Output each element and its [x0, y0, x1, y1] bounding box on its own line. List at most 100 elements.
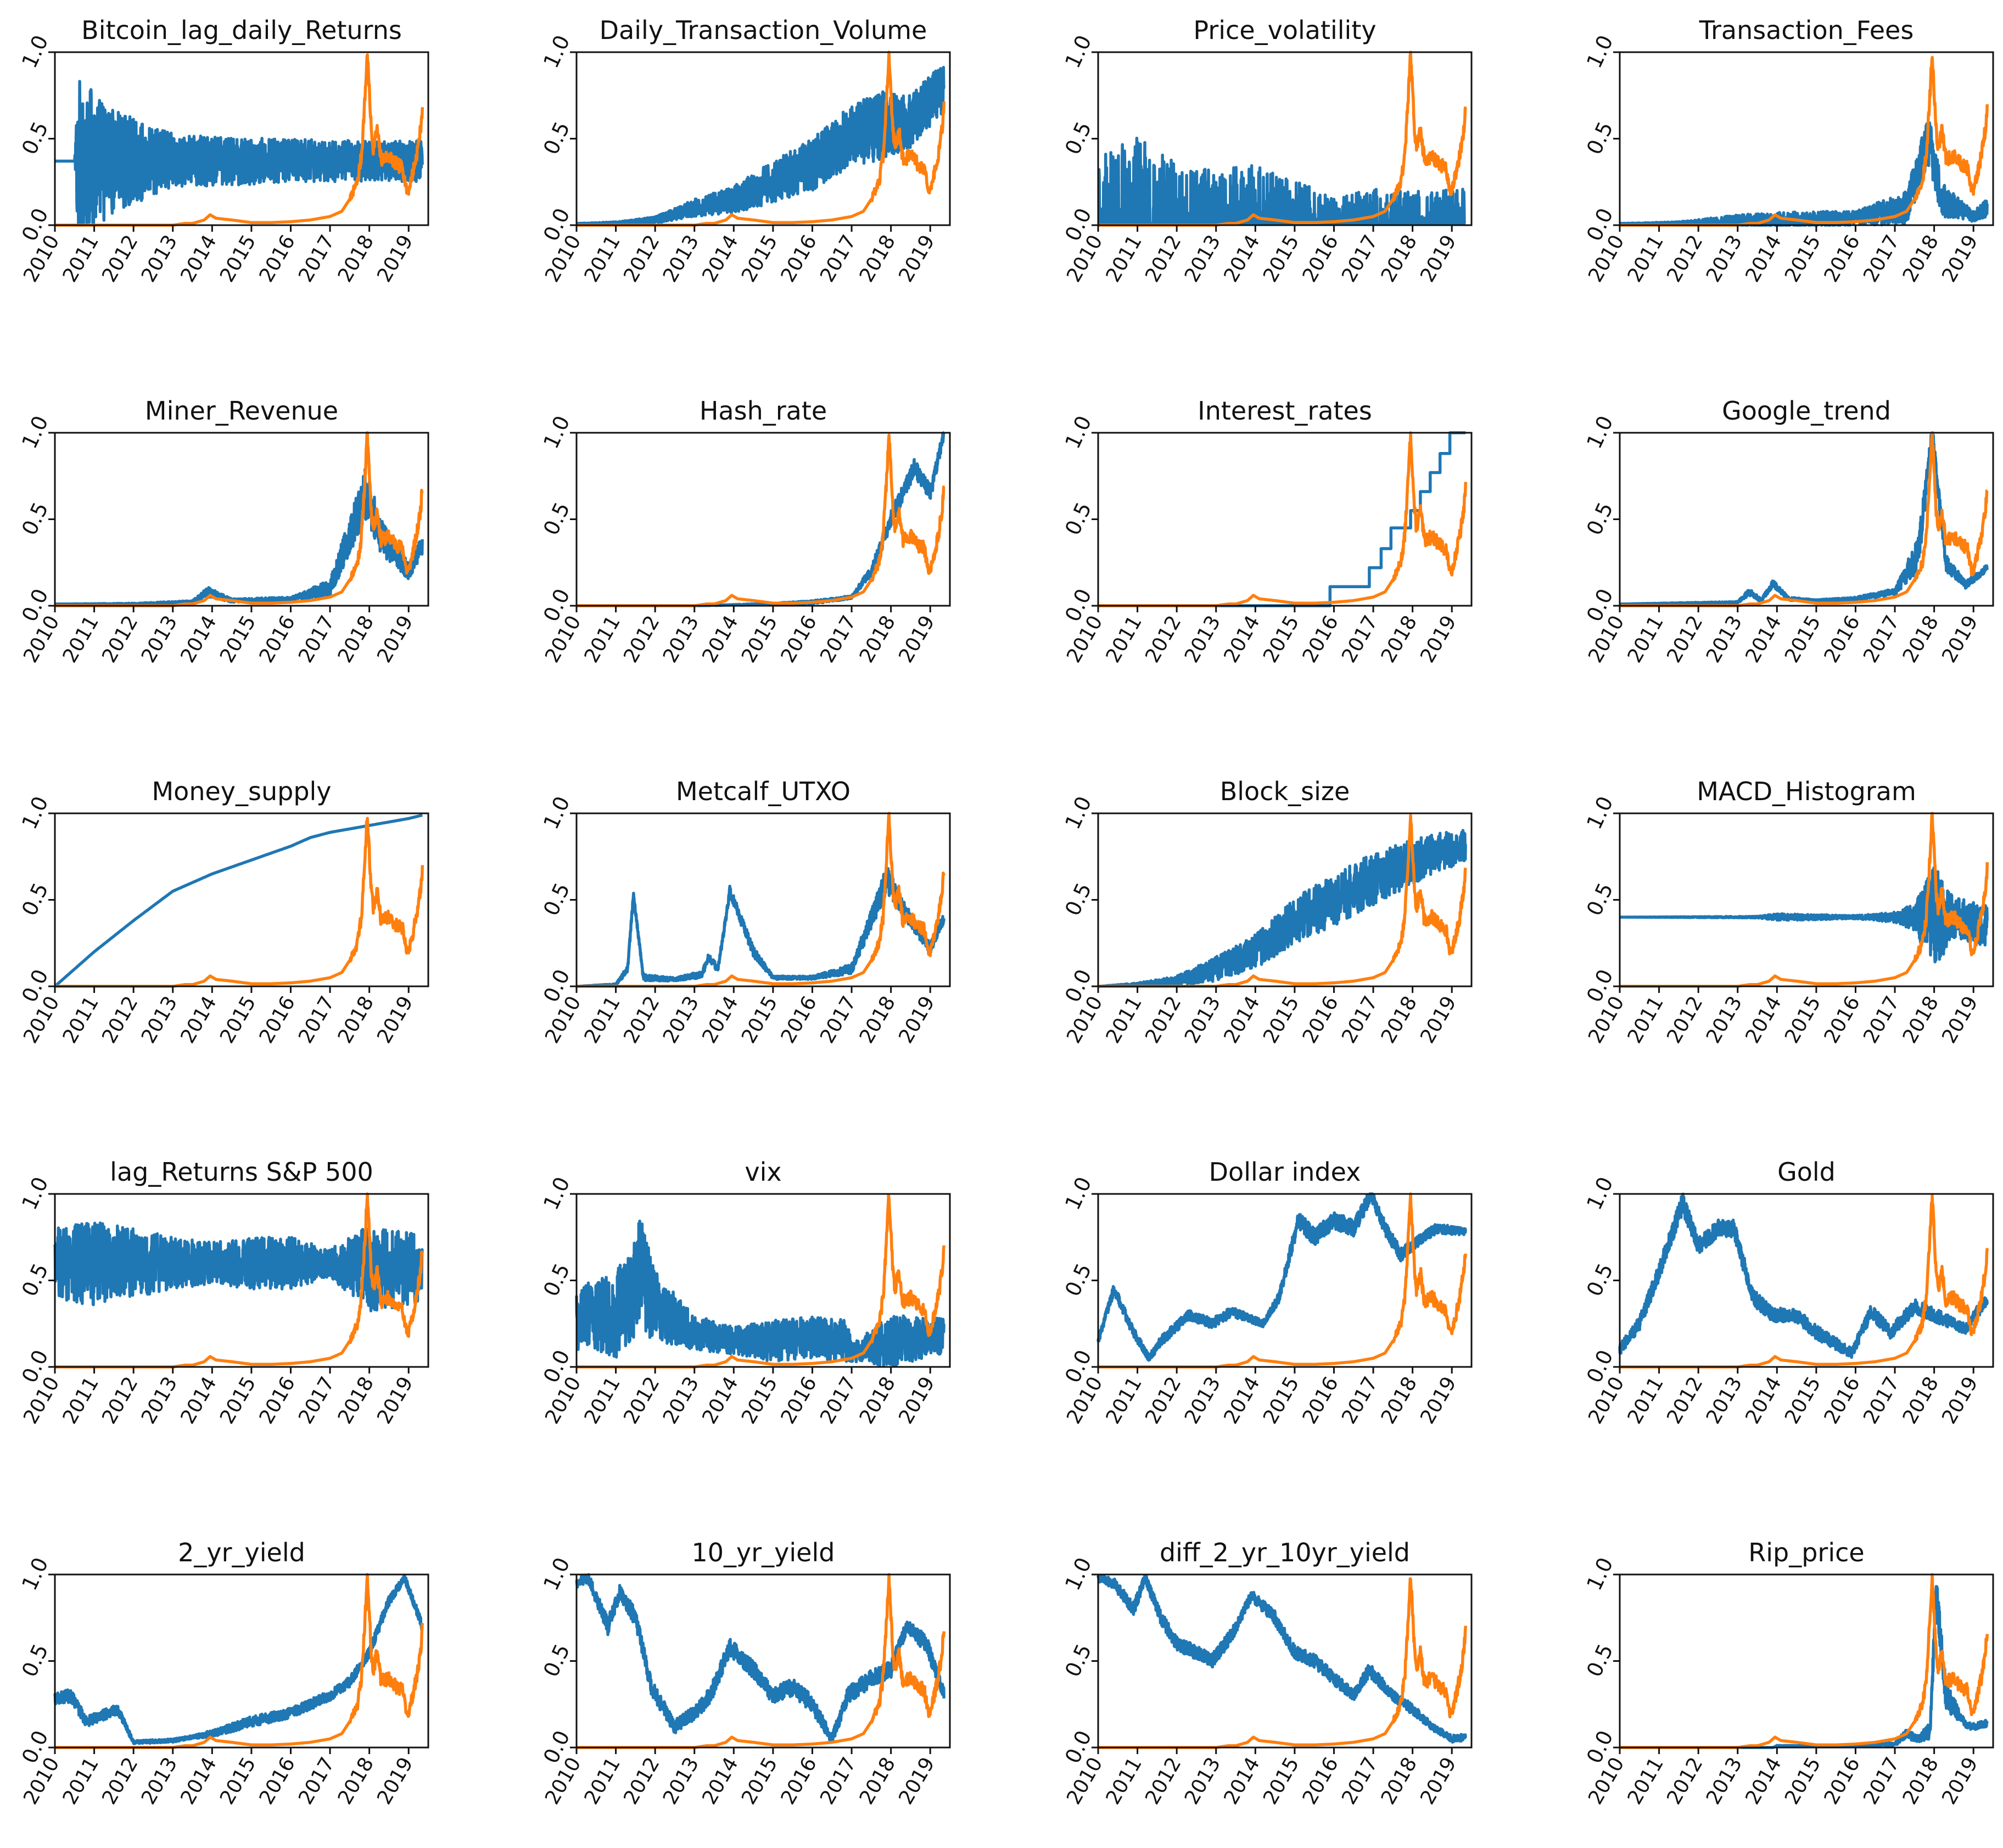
x-tick-label: 2019 — [1938, 231, 1982, 286]
x-tick-label: 2016 — [255, 231, 300, 286]
x-tick-label: 2011 — [580, 1373, 625, 1428]
x-tick-label: 2011 — [1624, 992, 1668, 1047]
x-tick-label: 2013 — [137, 1373, 182, 1428]
btc-price-line — [1096, 814, 1467, 988]
subplot: 2_yr_yield0.00.51.0201020112012201320142… — [17, 1538, 429, 1808]
subplot-title: Block_size — [1220, 777, 1350, 806]
x-tick-label: 2012 — [98, 1373, 142, 1428]
y-tick-label: 0.5 — [1582, 118, 1618, 158]
x-tick-label: 2011 — [580, 992, 625, 1047]
x-tick-label: 2015 — [1781, 231, 1825, 286]
x-tick-label: 2010 — [19, 1373, 64, 1428]
x-tick-label: 2018 — [334, 1754, 378, 1808]
x-tick-label: 2018 — [1377, 231, 1422, 286]
x-tick-label: 2011 — [59, 1754, 103, 1808]
x-tick-label: 2012 — [98, 231, 142, 286]
x-tick-label: 2016 — [255, 1754, 300, 1808]
subplot-title: MACD_Histogram — [1697, 777, 1916, 806]
y-tick-label: 1.0 — [539, 1554, 574, 1594]
x-tick-label: 2016 — [1299, 1754, 1343, 1808]
x-tick-label: 2010 — [1062, 231, 1107, 286]
x-tick-label: 2011 — [1102, 1754, 1146, 1808]
x-tick-label: 2018 — [1377, 1373, 1422, 1428]
subplot: Miner_Revenue0.00.51.0201020112012201320… — [17, 396, 429, 667]
x-tick-label: 2016 — [1299, 1373, 1343, 1428]
x-tick-label: 2019 — [1938, 1754, 1982, 1808]
x-tick-label: 2019 — [1938, 1373, 1982, 1428]
x-tick-label: 2013 — [1180, 231, 1225, 286]
x-tick-label: 2018 — [334, 231, 378, 286]
x-tick-label: 2017 — [294, 231, 339, 286]
feature-line — [1618, 1585, 1989, 1749]
y-tick-label: 1.0 — [1582, 792, 1618, 833]
x-tick-label: 2012 — [1663, 1754, 1707, 1808]
y-tick-label: 1.0 — [1582, 1173, 1618, 1213]
x-tick-label: 2012 — [98, 612, 142, 667]
x-tick-label: 2013 — [137, 992, 182, 1047]
x-tick-label: 2016 — [1820, 231, 1865, 286]
x-tick-label: 2018 — [1377, 992, 1422, 1047]
x-tick-label: 2017 — [1338, 1373, 1382, 1428]
x-tick-label: 2015 — [1259, 612, 1303, 667]
x-tick-label: 2011 — [580, 1754, 625, 1808]
x-tick-label: 2017 — [1338, 1754, 1382, 1808]
x-tick-label: 2012 — [1663, 231, 1707, 286]
subplot-title: Metcalf_UTXO — [676, 777, 851, 806]
x-tick-label: 2014 — [1741, 1373, 1786, 1428]
y-tick-label: 1.0 — [539, 792, 574, 833]
subplot: Gold0.00.51.0201020112012201320142015201… — [1582, 1157, 1994, 1428]
x-tick-label: 2011 — [59, 231, 103, 286]
y-tick-label: 0.5 — [17, 1640, 53, 1680]
x-tick-label: 2014 — [1741, 992, 1786, 1047]
btc-price-line — [575, 1573, 946, 1749]
x-tick-label: 2014 — [1219, 231, 1264, 286]
x-tick-label: 2015 — [216, 231, 260, 286]
subplot-title: Dollar index — [1209, 1157, 1361, 1187]
x-tick-label: 2016 — [777, 231, 821, 286]
x-tick-label: 2010 — [1062, 1754, 1107, 1808]
y-tick-label: 1.0 — [1060, 412, 1096, 452]
x-tick-label: 2018 — [1377, 1754, 1422, 1808]
x-tick-label: 2019 — [1938, 612, 1982, 667]
x-tick-label: 2015 — [1259, 1754, 1303, 1808]
x-tick-label: 2015 — [737, 231, 782, 286]
x-tick-label: 2015 — [1259, 1373, 1303, 1428]
feature-line — [1096, 136, 1467, 225]
x-tick-label: 2019 — [373, 1754, 417, 1808]
x-tick-label: 2015 — [216, 612, 260, 667]
y-tick-label: 1.0 — [539, 412, 574, 452]
subplot: MACD_Histogram0.00.51.020102011201220132… — [1582, 777, 1994, 1047]
subplot: Dollar index0.00.51.02010201120122013201… — [1060, 1157, 1473, 1428]
subplot: Rip_price0.00.51.02010201120122013201420… — [1582, 1538, 1994, 1808]
x-tick-label: 2011 — [1624, 612, 1668, 667]
x-tick-label: 2012 — [1663, 1373, 1707, 1428]
x-tick-label: 2012 — [619, 612, 664, 667]
y-tick-label: 0.5 — [1060, 118, 1096, 158]
x-tick-label: 2012 — [1141, 1754, 1185, 1808]
x-tick-label: 2018 — [1899, 612, 1943, 667]
subplot: Block_size0.00.51.0201020112012201320142… — [1060, 777, 1473, 1047]
subplot-title: 2_yr_yield — [178, 1538, 305, 1567]
feature-line — [575, 866, 945, 988]
x-tick-label: 2013 — [1702, 612, 1747, 667]
y-tick-label: 1.0 — [1582, 412, 1618, 452]
y-tick-label: 0.5 — [1060, 1640, 1096, 1680]
x-tick-label: 2012 — [1141, 612, 1185, 667]
x-tick-label: 2013 — [137, 231, 182, 286]
x-tick-label: 2015 — [737, 992, 782, 1047]
x-tick-label: 2014 — [176, 231, 221, 286]
subplot-title: Daily_Transaction_Volume — [600, 15, 927, 45]
x-tick-label: 2019 — [373, 1373, 417, 1428]
x-tick-label: 2018 — [855, 992, 900, 1047]
feature-line — [1618, 866, 1989, 964]
feature-line — [53, 1221, 424, 1313]
x-tick-label: 2018 — [855, 1373, 900, 1428]
feature-line — [1098, 431, 1466, 607]
subplot: Money_supply0.00.51.02010201120122013201… — [17, 777, 429, 1047]
y-tick-label: 0.5 — [17, 879, 53, 919]
x-tick-label: 2013 — [1702, 992, 1747, 1047]
x-tick-label: 2018 — [855, 1754, 900, 1808]
x-tick-label: 2012 — [98, 1754, 142, 1808]
x-tick-label: 2010 — [541, 1373, 585, 1428]
x-tick-label: 2013 — [659, 231, 703, 286]
